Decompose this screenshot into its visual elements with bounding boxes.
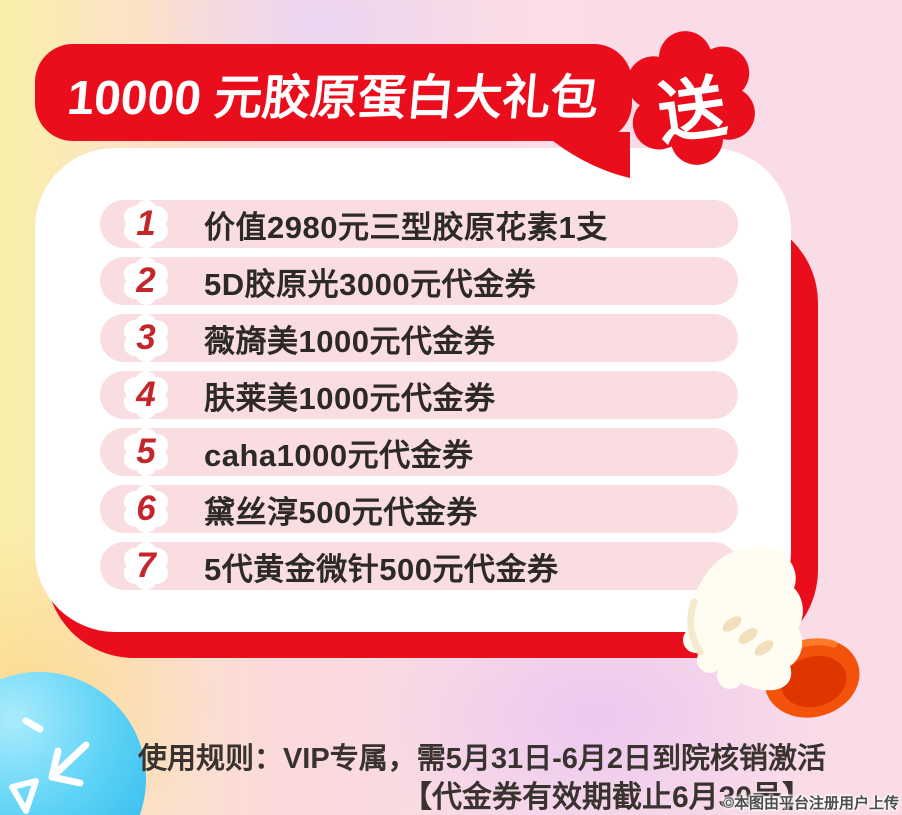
row-number: 5 [136, 432, 156, 471]
flower-icon [134, 212, 158, 236]
flower-icon [134, 440, 158, 464]
hand-pointer-icon [683, 547, 860, 718]
row-number: 3 [136, 318, 156, 357]
flower-icon [134, 554, 158, 578]
gift-row: 6 黛丝淳500元代金券 [100, 485, 738, 533]
row-number-wrap: 7 [100, 542, 192, 590]
row-number-wrap: 5 [100, 428, 192, 476]
row-text: 价值2980元三型胶原花素1支 [204, 209, 608, 245]
row-number: 4 [136, 375, 156, 414]
arrow-doodle-icon [9, 717, 90, 814]
flower-icon [134, 326, 158, 350]
title-banner: 10000 元胶原蛋白大礼包 [35, 44, 632, 141]
row-number-wrap: 6 [100, 485, 192, 533]
rules-line2: 【代金券有效期截止6月30号】 [401, 781, 813, 814]
rules-line1: 使用规则：VIP专属，需5月31日-6月2日到院核销激活 [137, 743, 827, 775]
gift-row: 7 5代黄金微针500元代金券 [100, 542, 738, 590]
row-text: 黛丝淳500元代金券 [204, 494, 478, 530]
watermark: ©本图由平台注册用户上传 [722, 795, 899, 812]
gift-row: 1 价值2980元三型胶原花素1支 [100, 200, 738, 248]
gift-badge-label: 送 [652, 68, 731, 153]
row-text: 5D胶原光3000元代金券 [204, 266, 537, 302]
row-text: caha1000元代金券 [204, 437, 474, 473]
gift-row: 2 5D胶原光3000元代金券 [100, 257, 738, 305]
flower-icon [134, 269, 158, 293]
flower-icon [134, 497, 158, 521]
banner-tail [542, 132, 630, 178]
row-number: 7 [136, 546, 156, 585]
gift-row: 3 薇旖美1000元代金券 [100, 314, 738, 362]
gift-row: 4 肤莱美1000元代金券 [100, 371, 738, 419]
row-number-wrap: 4 [100, 371, 192, 419]
row-number: 1 [136, 204, 156, 243]
row-number-wrap: 1 [100, 200, 192, 248]
flower-badge-icon [627, 31, 755, 165]
row-number-wrap: 2 [100, 257, 192, 305]
flower-icon [134, 383, 158, 407]
page-title: 10000 元胶原蛋白大礼包 [65, 71, 601, 125]
row-text: 肤莱美1000元代金券 [204, 380, 496, 416]
row-number: 6 [136, 489, 156, 528]
row-text: 薇旖美1000元代金券 [204, 323, 496, 359]
row-number: 2 [136, 261, 156, 300]
gift-row: 5 caha1000元代金券 [100, 428, 738, 476]
row-number-wrap: 3 [100, 314, 192, 362]
row-text: 5代黄金微针500元代金券 [204, 551, 559, 587]
gift-badge: 送 [615, 22, 767, 174]
